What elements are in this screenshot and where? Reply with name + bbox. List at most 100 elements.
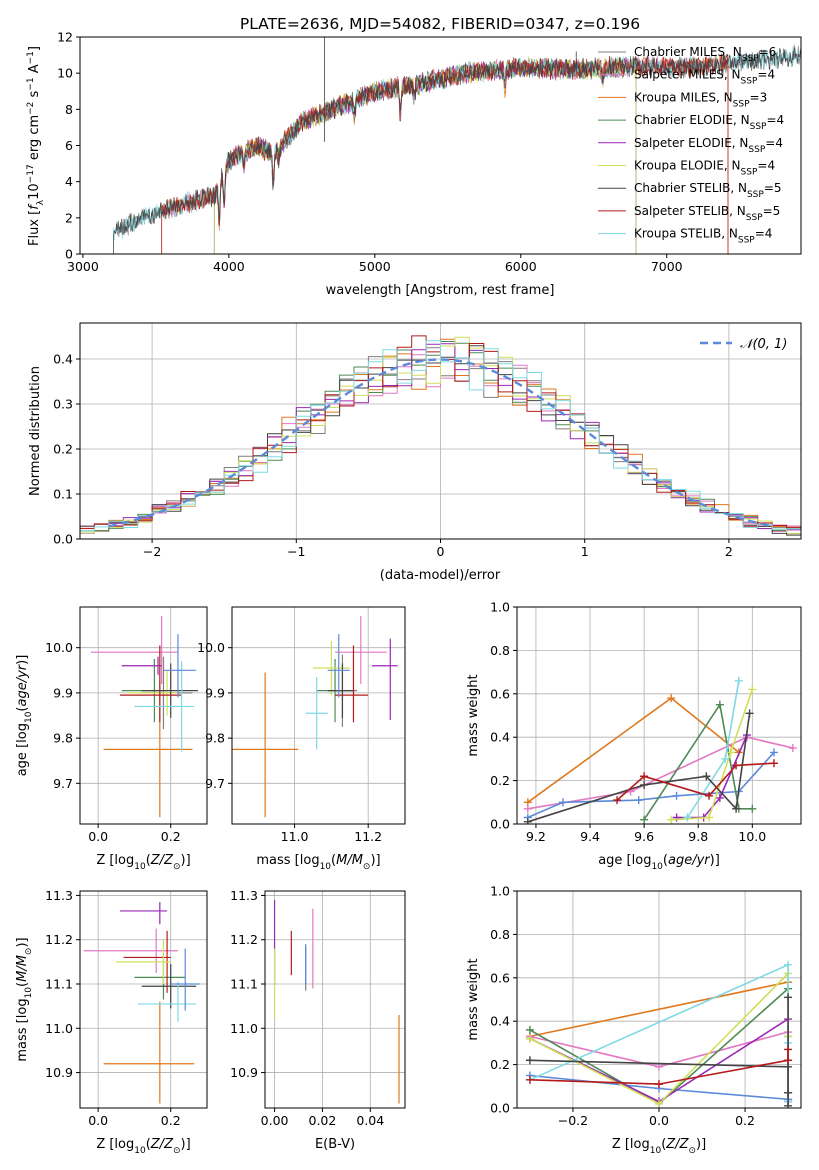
- label-part: SSP: [748, 145, 765, 155]
- y-tick-label: 0.4: [490, 1014, 510, 1029]
- y-tick-label: 0.0: [490, 817, 510, 832]
- label-part: (: [15, 707, 30, 712]
- legend-entry: Salpeter ELODIE, NSSP=4: [634, 136, 783, 155]
- x-tick-label: 6000: [505, 259, 537, 274]
- label-part: Kroupa STELIB, N: [634, 227, 738, 241]
- x-tick-label: 9.4: [580, 829, 600, 844]
- label-part: mass [log: [256, 853, 319, 868]
- x-tick-label: −0.2: [558, 1113, 588, 1128]
- weight-marker: [640, 815, 649, 824]
- weight-marker: [525, 1075, 534, 1084]
- plot-area: [525, 960, 793, 1108]
- x-tick-label: 9.8: [688, 829, 708, 844]
- weight-marker: [558, 798, 567, 807]
- legend: Chabrier MILES, N SSP =6 Salpeter MILES, N S…: [598, 45, 784, 246]
- weight-marker: [667, 815, 676, 824]
- label-part: (: [146, 853, 151, 868]
- label-part: Chabrier STELIB, N: [634, 181, 747, 195]
- weight-marker: [667, 694, 676, 703]
- label-part: )]: [15, 937, 30, 947]
- y-tick-label: 0.8: [490, 927, 510, 942]
- label-part: SSP: [733, 99, 750, 109]
- weight-marker: [721, 754, 730, 763]
- label-part: =6: [759, 45, 777, 59]
- label-part: =3: [750, 90, 768, 104]
- weight-marker: [726, 748, 735, 757]
- plot-area: [523, 676, 797, 824]
- x-axis-label: E(B-V): [315, 1137, 355, 1152]
- label-part: 10: [27, 183, 42, 200]
- y-tick-label: 4: [65, 174, 73, 189]
- weight-marker: [784, 960, 793, 969]
- label-part: (: [331, 853, 336, 868]
- weight-marker: [769, 748, 778, 757]
- y-tick-label: 10.0: [197, 640, 225, 655]
- y-axis-label: Normed distribution: [28, 366, 43, 496]
- x-tick-label: 0.2: [161, 829, 181, 844]
- x-tick-label: 4000: [213, 259, 245, 274]
- weight-marker: [769, 759, 778, 768]
- y-tick-label: 9.8: [53, 731, 73, 746]
- label-part: age/yr: [15, 663, 30, 706]
- label-part: erg cm: [27, 115, 42, 164]
- y-tick-label: 6: [65, 138, 73, 153]
- y-tick-label: 11.3: [230, 888, 258, 903]
- y-tick-label: 10.0: [45, 640, 73, 655]
- panel-age-vs-mass: 11.0 11.2 9.7 9.8 9.9 10.0 mass [log10(M/M⊙)]: [197, 606, 406, 872]
- label-part: ⊙: [173, 862, 181, 872]
- x-tick-label: 9.2: [526, 829, 546, 844]
- label-part: Z [log: [612, 1137, 650, 1152]
- label-part: Salpeter MILES, N: [634, 68, 741, 82]
- y-tick-label: 1.0: [490, 600, 510, 615]
- label-part: =4: [757, 68, 775, 82]
- x-tick-label: 0.0: [88, 829, 108, 844]
- label-part: SSP: [738, 236, 755, 246]
- legend: 𝒩(0, 1): [700, 337, 787, 352]
- weight-marker: [634, 796, 643, 805]
- weight-line: [527, 736, 794, 810]
- panel-residual-histogram: −2 −1 0 1 2 0.0 0.1 0.2 0.3 0.4 𝒩(0, 1) (data-model…: [28, 322, 802, 583]
- y-tick-label: 0.3: [53, 397, 73, 412]
- histogram-step-kroupa-stelib: [80, 340, 801, 532]
- y-tick-label: 10: [57, 66, 73, 81]
- label-part: mass [log: [15, 998, 30, 1061]
- panel-mass-vs-ebv: 0.00 0.02 0.04 10.9 11.0 11.1 11.2 11.3 E(B-V): [230, 888, 406, 1152]
- label-part: Chabrier MILES, N: [634, 45, 742, 59]
- y-tick-label: 0.4: [53, 352, 73, 367]
- label-part: Z [log: [96, 1137, 134, 1152]
- x-axis-label: (data-model)/error: [380, 568, 501, 583]
- y-tick-label: 0.2: [53, 442, 73, 457]
- label-part: =5: [763, 204, 781, 218]
- label-part: =4: [755, 227, 773, 241]
- label-part: Salpeter ELODIE, N: [634, 136, 748, 150]
- x-tick-label: 5000: [359, 259, 391, 274]
- weight-marker: [784, 1045, 793, 1054]
- y-tick-label: 0.6: [490, 686, 510, 701]
- label-part: ⊙: [24, 948, 34, 956]
- weight-marker: [715, 793, 724, 802]
- x-tick-label: −1: [287, 544, 305, 559]
- x-tick-label: 9.6: [634, 829, 654, 844]
- label-part: SSP: [741, 168, 758, 178]
- label-part: 10: [134, 1146, 146, 1156]
- label-part: Chabrier ELODIE, N: [634, 113, 750, 127]
- y-tick-label: 10.9: [45, 1065, 73, 1080]
- y-tick-label: 11.3: [45, 888, 73, 903]
- weight-marker: [640, 780, 649, 789]
- label-part: −2: [26, 102, 36, 115]
- weight-marker: [525, 1056, 534, 1065]
- panel-mass-vs-Z: 0.0 0.210.911.011.111.211.3Z [log10(Z/Z⊙)…: [15, 888, 208, 1156]
- figure-title: PLATE=2636, MJD=54082, FIBERID=0347, z=0…: [240, 15, 640, 33]
- weight-marker: [732, 761, 741, 770]
- label-part: −17: [26, 164, 36, 183]
- legend-entry: Salpeter STELIB, NSSP=5: [634, 204, 780, 223]
- label-part: Z/Z: [665, 1137, 689, 1152]
- weight-marker: [705, 791, 714, 800]
- y-tick-label: 0.2: [490, 773, 510, 788]
- label-part: =5: [764, 181, 782, 195]
- x-tick-label: 2: [725, 544, 733, 559]
- panel-spectrum: 3000 4000 5000 6000 7000 0 2 4 6 8 10 12 Chabrier MI…: [26, 30, 802, 298]
- label-part: )]: [696, 1137, 706, 1152]
- y-tick-label: 0.1: [53, 487, 73, 502]
